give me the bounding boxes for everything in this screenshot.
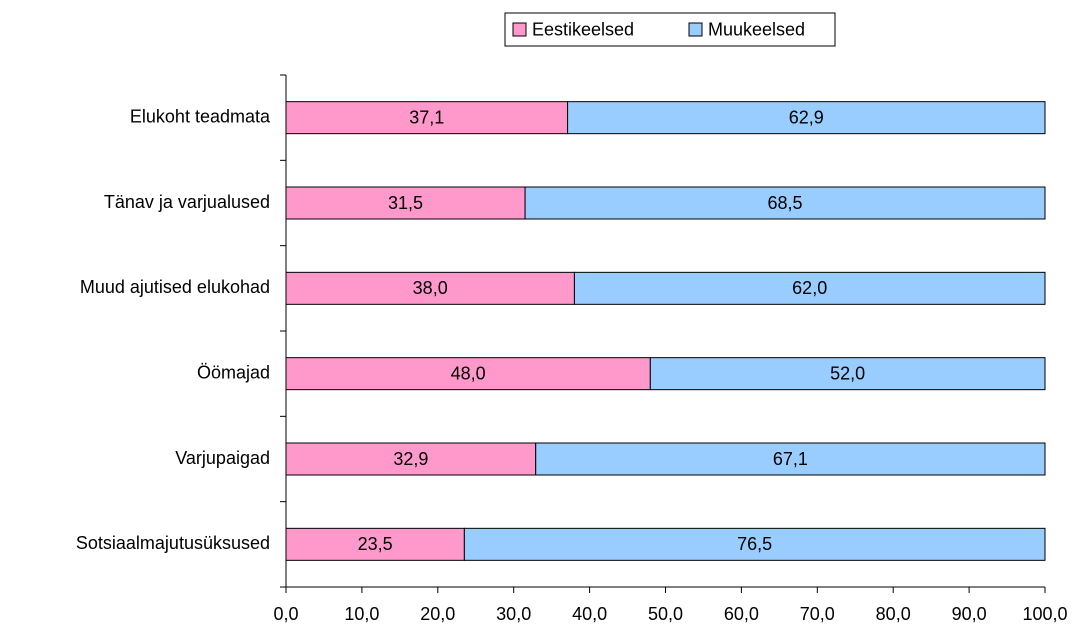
- data-label: 48,0: [451, 363, 486, 383]
- x-tick-label: 100,0: [1022, 604, 1067, 624]
- category-label: Varjupaigad: [175, 448, 270, 468]
- x-tick-label: 50,0: [648, 604, 683, 624]
- x-tick-label: 80,0: [876, 604, 911, 624]
- bar-segment-muukeelsed: [573, 271, 1046, 305]
- category-label: Muud ajutised elukohad: [80, 277, 270, 297]
- data-label: 68,5: [768, 193, 803, 213]
- bar-segment-muukeelsed: [463, 527, 1046, 561]
- x-tick-label: 60,0: [724, 604, 759, 624]
- data-label: 62,9: [789, 107, 824, 127]
- bar-segment-eestikeelsed: [285, 101, 569, 135]
- bar-segment-muukeelsed: [567, 101, 1046, 135]
- bar-segment-muukeelsed: [649, 357, 1046, 391]
- x-tick-label: 70,0: [800, 604, 835, 624]
- data-label: 23,5: [358, 534, 393, 554]
- x-tick-label: 0,0: [273, 604, 298, 624]
- x-tick-label: 40,0: [572, 604, 607, 624]
- category-label: Tänav ja varjualused: [104, 192, 270, 212]
- legend-swatch: [688, 22, 703, 37]
- data-label: 37,1: [409, 107, 444, 127]
- bar-segment-eestikeelsed: [285, 442, 537, 476]
- bar-segment-eestikeelsed: [285, 186, 526, 220]
- bar-segment-eestikeelsed: [285, 527, 465, 561]
- category-label: Öömajad: [197, 362, 270, 382]
- x-tick-label: 20,0: [420, 604, 455, 624]
- category-label: Sotsiaalmajutusüksused: [76, 533, 270, 553]
- data-label: 67,1: [773, 449, 808, 469]
- data-label: 31,5: [388, 193, 423, 213]
- x-tick-label: 90,0: [952, 604, 987, 624]
- data-label: 38,0: [413, 278, 448, 298]
- category-label: Elukoht teadmata: [130, 106, 271, 126]
- legend-swatch: [512, 22, 527, 37]
- legend-box: [504, 12, 836, 47]
- legend-label: Eestikeelsed: [532, 19, 634, 39]
- x-tick-label: 10,0: [344, 604, 379, 624]
- bar-segment-muukeelsed: [535, 442, 1046, 476]
- x-tick-label: 30,0: [496, 604, 531, 624]
- legend-label: Muukeelsed: [708, 19, 805, 39]
- bar-segment-muukeelsed: [524, 186, 1046, 220]
- data-label: 32,9: [393, 449, 428, 469]
- data-label: 62,0: [792, 278, 827, 298]
- data-label: 52,0: [830, 363, 865, 383]
- data-label: 76,5: [737, 534, 772, 554]
